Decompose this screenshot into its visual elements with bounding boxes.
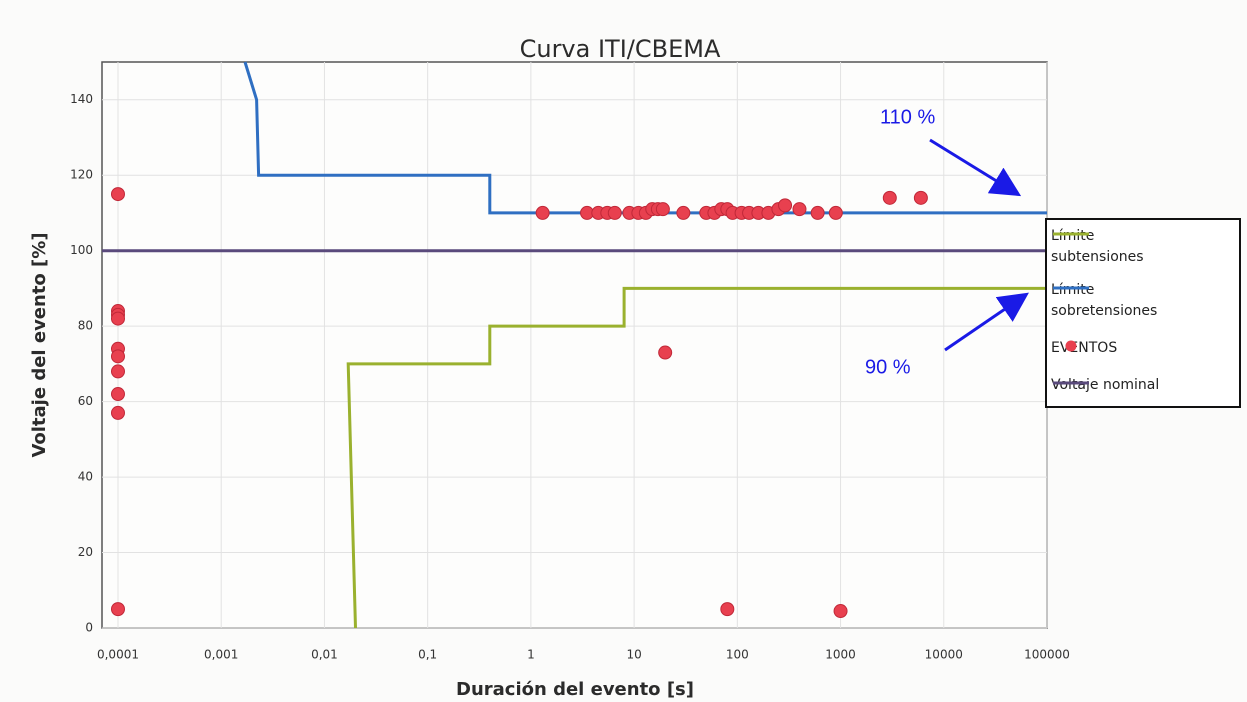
legend-label: Voltaje nominal <box>1051 377 1160 393</box>
event-point <box>110 311 125 326</box>
x-tick-label: 0,1 <box>418 648 437 662</box>
legend-swatch <box>1053 381 1089 385</box>
event-point <box>810 205 825 220</box>
x-tick-label: 0,0001 <box>97 648 139 662</box>
x-tick-label: 0,001 <box>204 648 238 662</box>
event-point <box>110 349 125 364</box>
event-point <box>658 345 673 360</box>
arrow <box>944 292 1029 352</box>
plot-area <box>101 61 1048 629</box>
legend-label: Límite subtensiones <box>1051 228 1144 265</box>
y-tick-label: 60 <box>78 394 93 408</box>
x-axis-title: Duración del evento [s] <box>456 679 694 700</box>
y-tick-label: 20 <box>78 545 93 559</box>
legend: Límite subtensiones Límite sobretensiones… <box>1045 218 1241 408</box>
event-point <box>913 190 928 205</box>
event-point <box>828 205 843 220</box>
y-tick-label: 140 <box>70 92 93 106</box>
event-point <box>110 405 125 420</box>
x-tick-label: 100000 <box>1024 648 1070 662</box>
event-point <box>535 205 550 220</box>
y-tick-label: 80 <box>78 319 93 333</box>
x-tick-label: 10 <box>626 648 641 662</box>
x-tick-label: 10000 <box>925 648 963 662</box>
event-point <box>778 198 793 213</box>
event-point <box>882 190 897 205</box>
event-point <box>833 604 848 619</box>
arrow <box>929 138 1022 197</box>
y-axis-title: Voltaje del evento [%] <box>29 232 50 457</box>
event-point <box>110 364 125 379</box>
y-tick-label: 40 <box>78 470 93 484</box>
legend-swatch <box>1065 340 1077 352</box>
y-tick-label: 120 <box>70 168 93 182</box>
event-point <box>607 205 622 220</box>
chart-title: Curva ITI/CBEMA <box>520 35 721 63</box>
event-point <box>792 202 807 217</box>
legend-swatch <box>1053 286 1089 290</box>
y-tick-label: 100 <box>70 243 93 257</box>
event-point <box>720 602 735 617</box>
event-point <box>655 202 670 217</box>
legend-item: Límite subtensiones <box>1051 226 1189 268</box>
event-point <box>110 187 125 202</box>
x-tick-label: 100 <box>726 648 749 662</box>
annotation: 90 % <box>865 356 911 378</box>
x-tick-label: 1 <box>527 648 535 662</box>
series-line <box>346 286 1047 629</box>
legend-swatch <box>1053 232 1089 236</box>
annotation: 110 % <box>880 106 935 128</box>
x-tick-label: 1000 <box>825 648 856 662</box>
legend-label: Límite sobretensiones <box>1051 282 1158 319</box>
x-tick-label: 0,01 <box>311 648 338 662</box>
event-point <box>110 602 125 617</box>
event-point <box>110 387 125 402</box>
swatch-dot <box>1065 340 1077 352</box>
y-tick-label: 0 <box>85 621 93 635</box>
event-point <box>676 205 691 220</box>
legend-item: Voltaje nominal <box>1051 375 1189 396</box>
legend-item: Límite sobretensiones <box>1051 280 1189 322</box>
legend-item: EVENTOS <box>1051 338 1189 359</box>
